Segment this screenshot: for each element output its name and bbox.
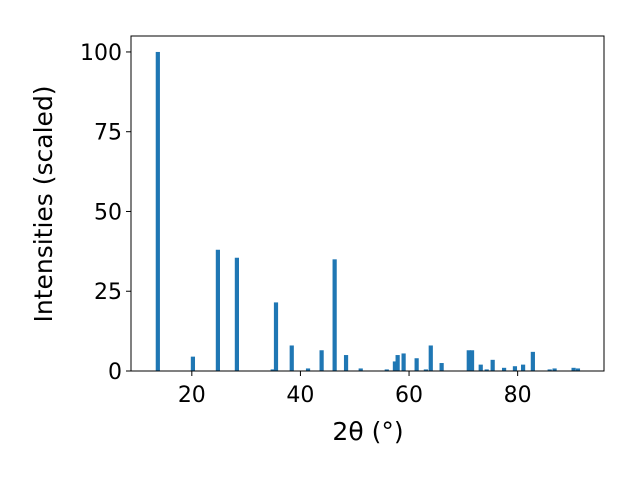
bar (469, 350, 475, 371)
bar (343, 355, 349, 371)
bar (414, 358, 419, 371)
bar (466, 350, 471, 371)
y-tick-label: 0 (108, 360, 122, 385)
y-tick-label: 75 (94, 121, 122, 146)
bar (273, 302, 279, 371)
plot-frame (130, 35, 605, 372)
bar (384, 369, 389, 371)
bar (484, 369, 489, 371)
bar (490, 359, 495, 371)
bar (190, 356, 196, 371)
bar (234, 257, 239, 371)
bar (305, 368, 311, 371)
bar (501, 367, 507, 371)
bar (358, 368, 363, 371)
bar (512, 366, 518, 371)
bar (575, 368, 581, 371)
x-tick-label: 40 (286, 383, 314, 408)
bar (478, 364, 483, 371)
bar (215, 249, 220, 371)
bar (155, 51, 160, 371)
bar (439, 363, 444, 371)
bar (332, 259, 337, 371)
y-tick-label: 100 (80, 41, 122, 66)
bar (270, 369, 275, 371)
bar (392, 361, 398, 371)
bar (401, 353, 406, 371)
x-tick-label: 20 (178, 383, 206, 408)
bar (547, 369, 552, 371)
bar (428, 345, 433, 371)
y-tick-label: 50 (94, 200, 122, 225)
bar (289, 345, 294, 371)
x-axis-label: 2θ (°) (332, 417, 403, 446)
bar (530, 351, 535, 371)
bar (423, 369, 428, 371)
bar (319, 350, 324, 371)
y-axis-label: Intensities (scaled) (29, 85, 58, 322)
bar (395, 355, 400, 371)
x-tick-label: 60 (395, 383, 423, 408)
bar (520, 364, 526, 371)
bar (571, 367, 576, 371)
y-tick-label: 25 (94, 280, 122, 305)
bar (552, 368, 557, 371)
x-tick-label: 80 (504, 383, 532, 408)
